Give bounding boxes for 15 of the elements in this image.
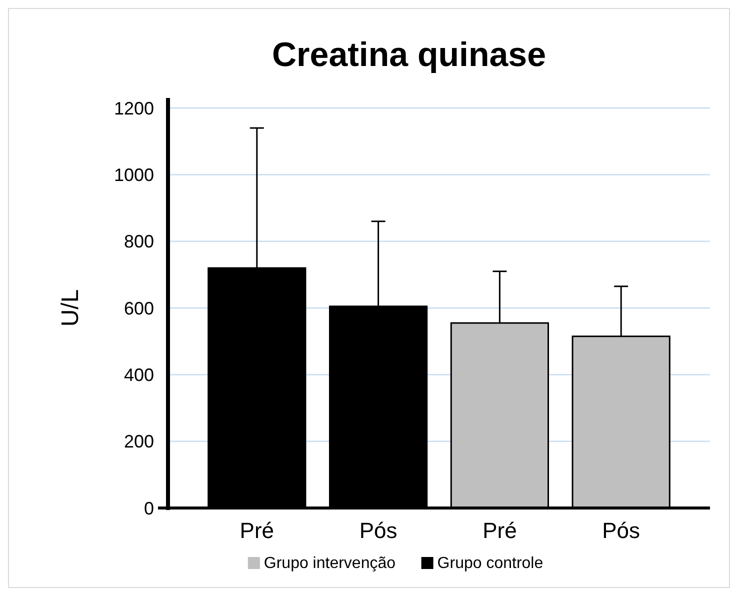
x-tick-label: Pré	[240, 518, 274, 543]
x-tick-label: Pré	[482, 518, 517, 543]
y-tick-label: 800	[124, 232, 154, 252]
legend-label: Grupo controle	[437, 555, 544, 572]
y-tick-label: 1200	[114, 98, 154, 118]
legend-label: Grupo intervenção	[264, 555, 396, 572]
y-tick-label: 1000	[114, 164, 154, 185]
y-tick-label: 0	[144, 498, 154, 518]
y-tick-label: 200	[124, 432, 154, 452]
x-tick-label: Pós	[602, 518, 640, 543]
y-tick-label: 400	[124, 364, 154, 385]
x-tick-label: Pós	[359, 518, 398, 543]
chart-title: Creatina quinase	[272, 36, 546, 74]
y-tick-label: 600	[124, 298, 154, 318]
y-axis-title: U/L	[57, 289, 84, 327]
